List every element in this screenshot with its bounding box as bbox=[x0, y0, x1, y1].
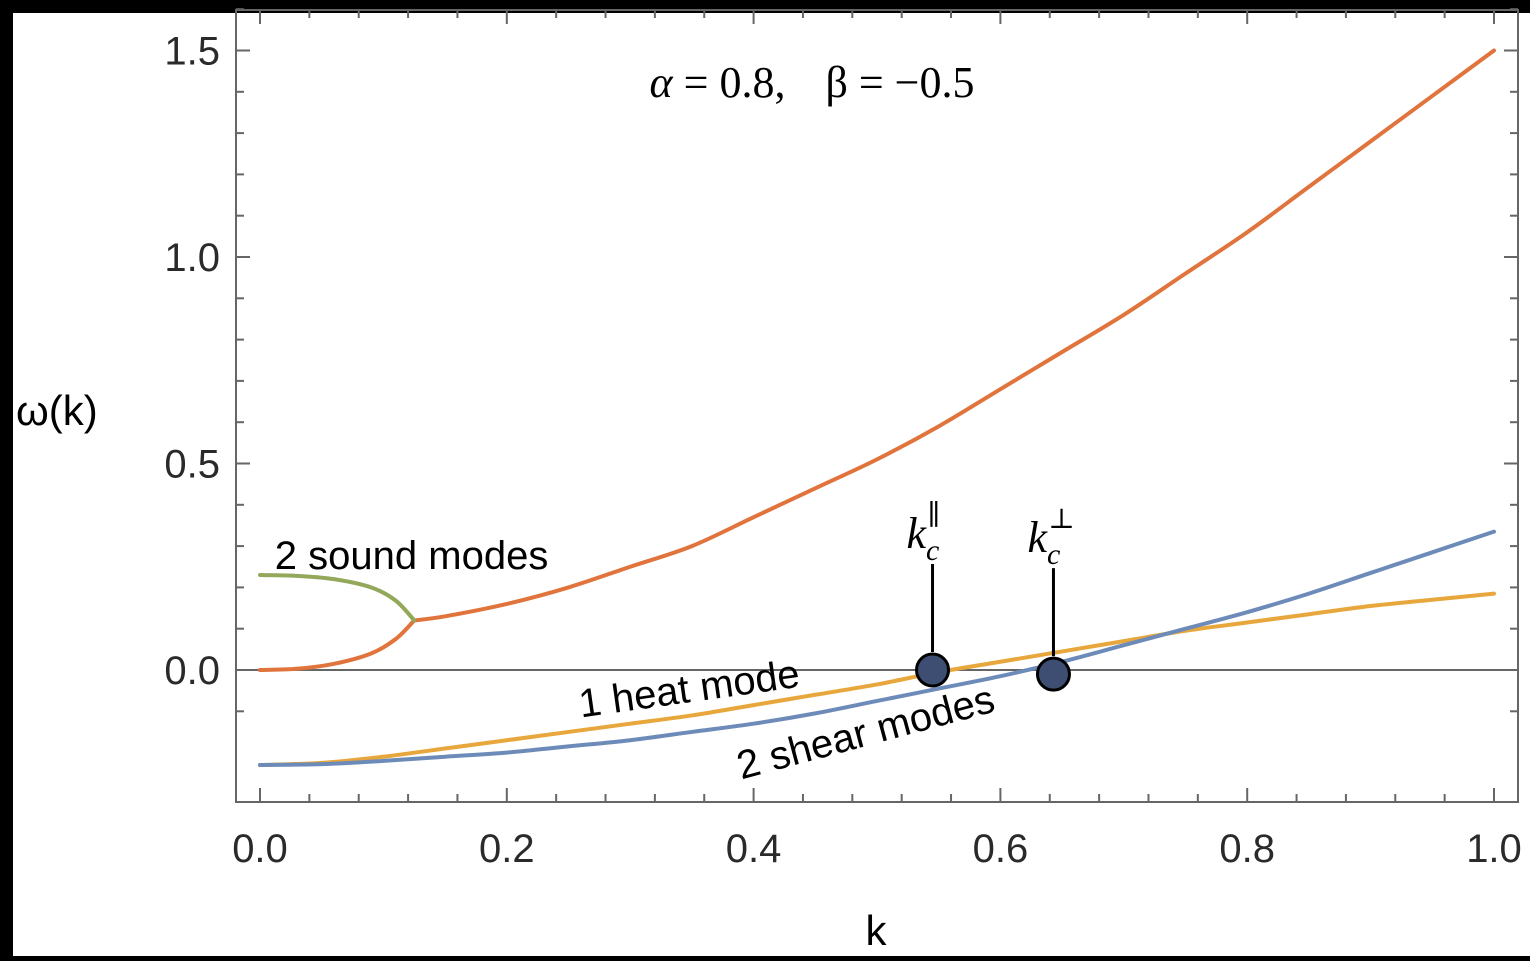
x-tick-label: 0.8 bbox=[1219, 827, 1275, 871]
series-line-1 bbox=[258, 618, 417, 672]
x-tick-label: 1.0 bbox=[1466, 827, 1522, 871]
y-tick-label: 1.5 bbox=[164, 30, 220, 74]
series-line-2 bbox=[258, 573, 417, 623]
marker-label-sup: ∥ bbox=[927, 500, 940, 531]
beta-value: = −0.5 bbox=[848, 58, 975, 107]
x-tick-label: 0.6 bbox=[973, 827, 1029, 871]
critical-markers: kc∥ kc⊥ bbox=[907, 500, 1075, 692]
frame-rect bbox=[235, 9, 1519, 803]
beta-symbol: β bbox=[825, 58, 847, 107]
marker-label-main: k bbox=[907, 509, 928, 558]
alpha-symbol: α bbox=[650, 58, 674, 107]
y-tick-label: 0.0 bbox=[164, 649, 220, 693]
marker-label-sup: ⊥ bbox=[1048, 504, 1074, 535]
plot-background bbox=[13, 13, 1530, 956]
y-tick-label: 1.0 bbox=[164, 236, 220, 280]
x-axis-label: k bbox=[866, 907, 888, 954]
series-line-4 bbox=[258, 529, 1496, 767]
series-line-3 bbox=[258, 591, 1496, 767]
x-tick-label: 0.2 bbox=[479, 827, 535, 871]
alpha-value: = 0.8, bbox=[673, 58, 786, 107]
mode-annotation: 2 sound modes bbox=[275, 534, 549, 578]
critical-point-marker bbox=[1035, 656, 1071, 692]
plot-frame bbox=[235, 9, 1519, 803]
series-line-0 bbox=[412, 48, 1496, 623]
marker-label-sub: c bbox=[926, 534, 939, 567]
series-lines bbox=[258, 48, 1496, 767]
y-tick-label: 0.5 bbox=[164, 443, 220, 487]
axis-ticks: 0.0 0.2 0.4 0.6 0.8 1.0 0.0 0.5 1.0 1.5 bbox=[164, 8, 1522, 871]
marker-label: kc∥ bbox=[907, 500, 941, 567]
y-axis-label: ω(k) bbox=[16, 387, 98, 434]
marker-label: kc⊥ bbox=[1027, 504, 1074, 571]
marker-label-sub: c bbox=[1047, 538, 1060, 571]
critical-point-marker bbox=[915, 652, 951, 688]
marker-label-main: k bbox=[1027, 513, 1048, 562]
x-tick-label: 0.0 bbox=[232, 827, 288, 871]
chart-title: α = 0.8, β = −0.5 bbox=[650, 58, 975, 107]
x-tick-label: 0.4 bbox=[726, 827, 782, 871]
